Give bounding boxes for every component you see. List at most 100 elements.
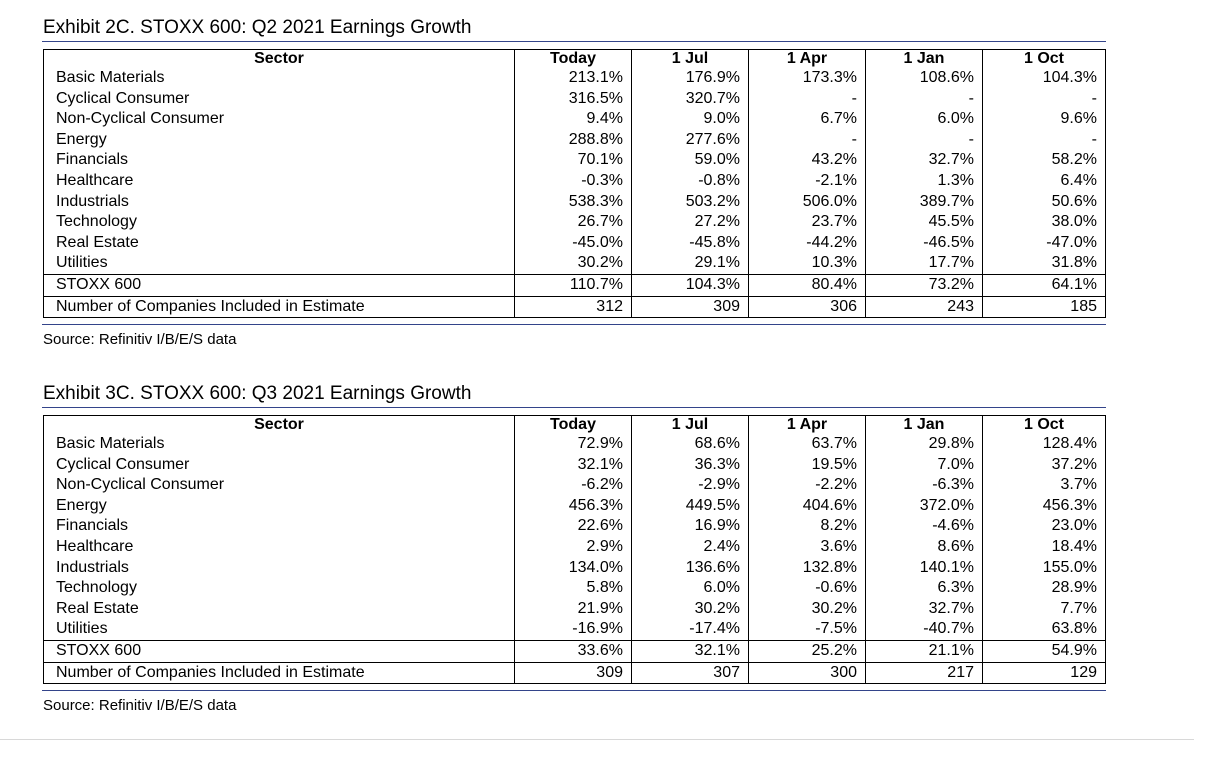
table-row: Basic Materials 213.1% 176.9% 173.3% 108.6% 1… <box>43 68 1106 89</box>
value-cell: 19.5% <box>748 454 866 476</box>
value-cell: -2.2% <box>748 475 866 496</box>
value-cell: 6.0% <box>631 578 749 599</box>
value-cell: 21.9% <box>514 598 632 620</box>
value-cell: 134.0% <box>514 557 632 579</box>
value-cell: 23.7% <box>748 212 866 233</box>
value-cell: 506.0% <box>748 191 866 213</box>
value-cell: 72.9% <box>514 434 632 455</box>
value-cell: 32.1% <box>514 454 632 476</box>
value-cell: 38.0% <box>982 212 1106 233</box>
value-cell: 6.0% <box>865 109 983 130</box>
value-cell: 23.0% <box>982 516 1106 537</box>
sector-cell: Energy <box>43 495 515 517</box>
value-cell: -47.0% <box>982 232 1106 254</box>
table-row: Technology 26.7% 27.2% 23.7% 45.5% 38.0% <box>43 212 1106 233</box>
value-cell: 63.7% <box>748 434 866 455</box>
value-cell: -6.2% <box>514 475 632 496</box>
header-1-oct: 1 Oct <box>982 49 1106 68</box>
value-cell: 173.3% <box>748 68 866 89</box>
value-cell: 243 <box>865 295 983 319</box>
value-cell: 288.8% <box>514 129 632 151</box>
value-cell: 312 <box>514 295 632 319</box>
sector-cell: Industrials <box>43 557 515 579</box>
header-1-oct: 1 Oct <box>982 415 1106 434</box>
table-row: Number of Companies Included in Estimate… <box>43 295 1106 319</box>
value-cell: 110.7% <box>514 273 632 297</box>
value-cell: 2.9% <box>514 536 632 558</box>
value-cell: 36.3% <box>631 454 749 476</box>
table-row: Industrials 134.0% 136.6% 132.8% 140.1% 155.0… <box>43 557 1106 579</box>
table-row: Healthcare -0.3% -0.8% -2.1% 1.3% 6.4% <box>43 170 1106 192</box>
sector-cell: Real Estate <box>43 232 515 254</box>
value-cell: 132.8% <box>748 557 866 579</box>
table-row: Number of Companies Included in Estimate… <box>43 661 1106 685</box>
value-cell: 7.0% <box>865 454 983 476</box>
table-body: Basic Materials 213.1% 176.9% 173.3% 108.6% 1… <box>43 68 1106 319</box>
value-cell: 6.7% <box>748 109 866 130</box>
value-cell: -7.5% <box>748 619 866 641</box>
value-cell: 68.6% <box>631 434 749 455</box>
value-cell: 140.1% <box>865 557 983 579</box>
bottom-divider <box>0 739 1194 740</box>
value-cell: 456.3% <box>514 495 632 517</box>
value-cell: 316.5% <box>514 88 632 110</box>
header-1-jul: 1 Jul <box>631 415 749 434</box>
sector-cell: Financials <box>43 516 515 537</box>
source-note: Source: Refinitiv I/B/E/S data <box>42 690 1106 716</box>
exhibit-2c: Exhibit 2C. STOXX 600: Q2 2021 Earnings … <box>42 16 1106 350</box>
value-cell: 104.3% <box>631 273 749 297</box>
sector-cell: Financials <box>43 150 515 171</box>
value-cell: 10.3% <box>748 253 866 275</box>
value-cell: 6.4% <box>982 170 1106 192</box>
header-1-jan: 1 Jan <box>865 49 983 68</box>
value-cell: 3.7% <box>982 475 1106 496</box>
table-row: Utilities 30.2% 29.1% 10.3% 17.7% 31.8% <box>43 253 1106 275</box>
table-row: Industrials 538.3% 503.2% 506.0% 389.7% 50.6% <box>43 191 1106 213</box>
table-row: Basic Materials 72.9% 68.6% 63.7% 29.8% 128.4… <box>43 434 1106 455</box>
value-cell: -0.3% <box>514 170 632 192</box>
value-cell: -2.1% <box>748 170 866 192</box>
table-row: Cyclical Consumer 316.5% 320.7% - - - <box>43 88 1106 110</box>
value-cell: -16.9% <box>514 619 632 641</box>
value-cell: 54.9% <box>982 639 1106 663</box>
sector-cell: Non-Cyclical Consumer <box>43 475 515 496</box>
value-cell: 277.6% <box>631 129 749 151</box>
value-cell: 18.4% <box>982 536 1106 558</box>
value-cell: 21.1% <box>865 639 983 663</box>
value-cell: 22.6% <box>514 516 632 537</box>
value-cell: 306 <box>748 295 866 319</box>
value-cell: 17.7% <box>865 253 983 275</box>
table-row: Utilities -16.9% -17.4% -7.5% -40.7% 63.8% <box>43 619 1106 641</box>
value-cell: - <box>865 129 983 151</box>
value-cell: 449.5% <box>631 495 749 517</box>
sector-cell: Utilities <box>43 619 515 641</box>
sector-cell: STOXX 600 <box>43 639 515 663</box>
value-cell: 372.0% <box>865 495 983 517</box>
table-row: Energy 456.3% 449.5% 404.6% 372.0% 456.3% <box>43 495 1106 517</box>
value-cell: -0.8% <box>631 170 749 192</box>
value-cell: 29.8% <box>865 434 983 455</box>
value-cell: 45.5% <box>865 212 983 233</box>
value-cell: 30.2% <box>631 598 749 620</box>
sector-cell: Healthcare <box>43 170 515 192</box>
value-cell: 30.2% <box>748 598 866 620</box>
header-1-apr: 1 Apr <box>748 415 866 434</box>
header-1-apr: 1 Apr <box>748 49 866 68</box>
value-cell: -0.6% <box>748 578 866 599</box>
sector-cell: Real Estate <box>43 598 515 620</box>
sector-cell: Energy <box>43 129 515 151</box>
value-cell: 32.7% <box>865 598 983 620</box>
sector-cell: STOXX 600 <box>43 273 515 297</box>
value-cell: 2.4% <box>631 536 749 558</box>
value-cell: 70.1% <box>514 150 632 171</box>
value-cell: 6.3% <box>865 578 983 599</box>
value-cell: 9.0% <box>631 109 749 130</box>
value-cell: 16.9% <box>631 516 749 537</box>
value-cell: - <box>748 88 866 110</box>
value-cell: 404.6% <box>748 495 866 517</box>
table-row: Non-Cyclical Consumer 9.4% 9.0% 6.7% 6.0% 9.6… <box>43 109 1106 130</box>
value-cell: 25.2% <box>748 639 866 663</box>
earnings-growth-table: Sector Today 1 Jul 1 Apr 1 Jan 1 Oct Bas… <box>43 49 1106 319</box>
sector-cell: Number of Companies Included in Estimate <box>43 661 515 685</box>
value-cell: 104.3% <box>982 68 1106 89</box>
